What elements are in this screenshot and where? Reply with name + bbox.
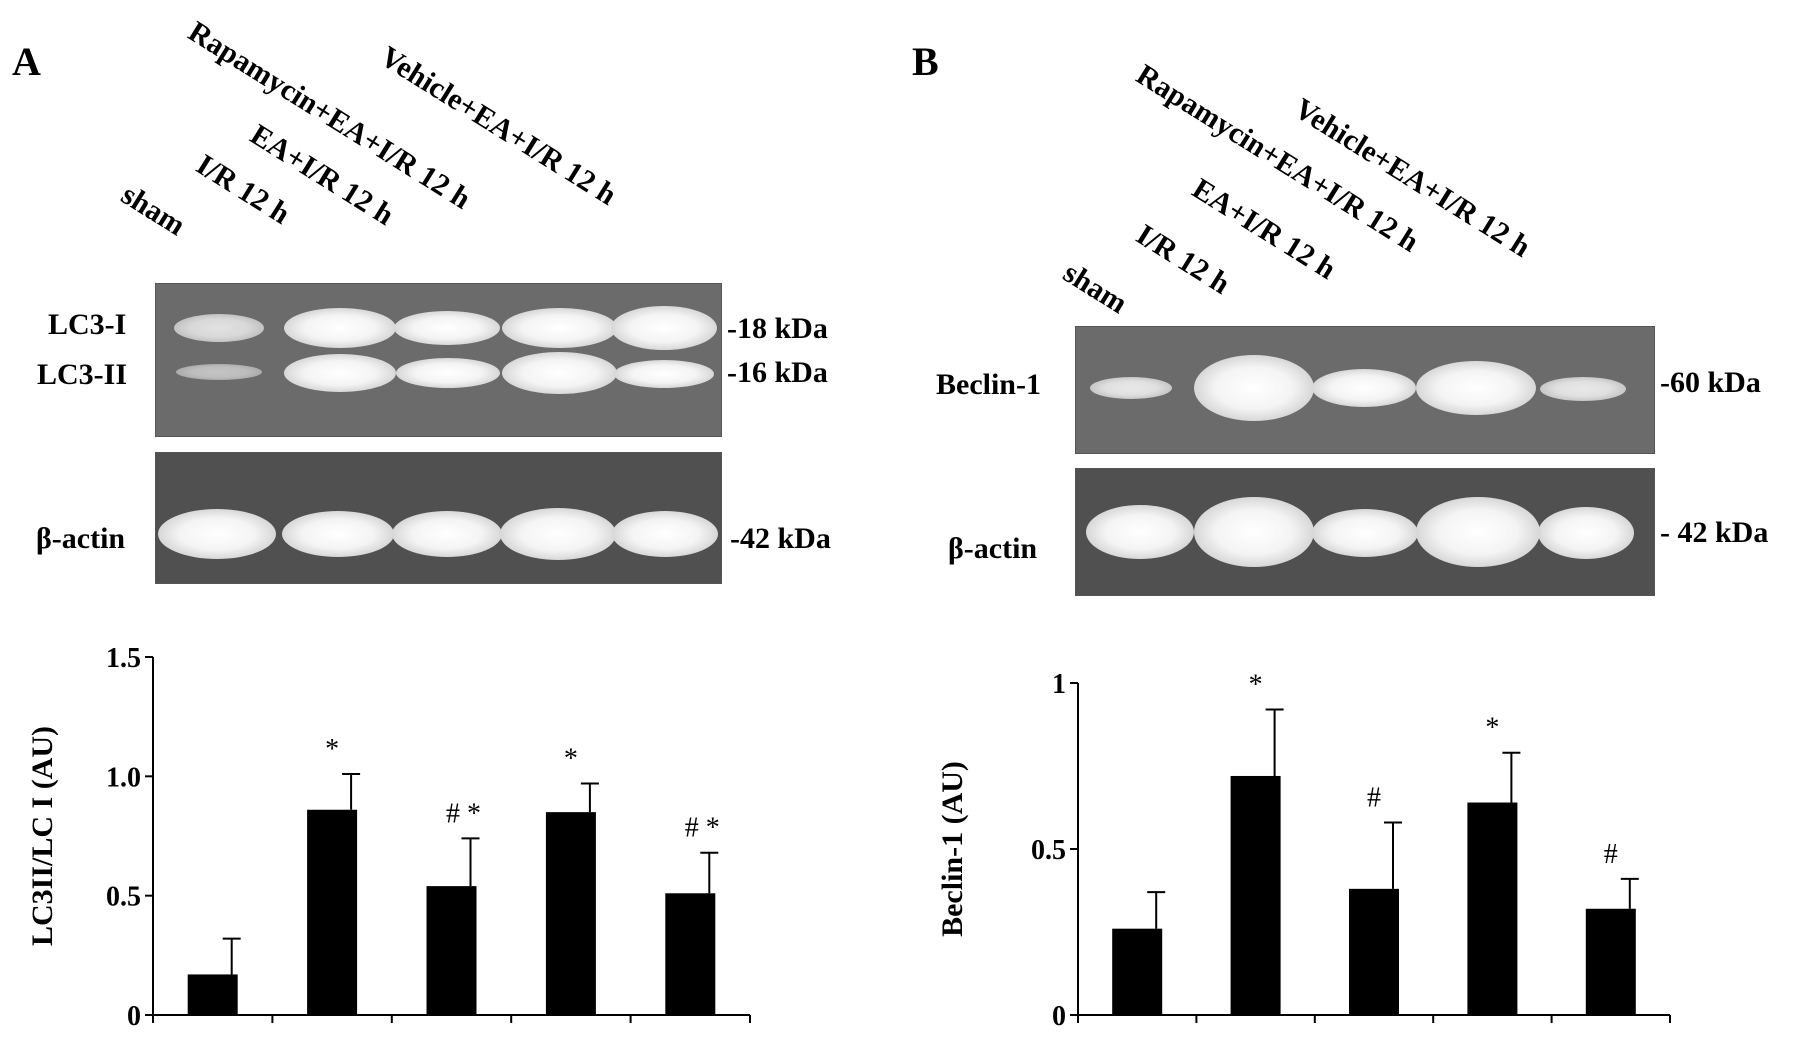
band-lc3ii-5 xyxy=(614,360,714,388)
label-actin-a: β-actin xyxy=(36,522,126,555)
blot-a-actin xyxy=(155,452,722,584)
band-actin-a-2 xyxy=(282,511,394,557)
chart-a-significance-mark: # * xyxy=(685,813,720,844)
kda-16: -16 kDa xyxy=(727,356,828,389)
chart-b-ytick-label: 0 xyxy=(1052,1001,1066,1032)
chart-a-significance-mark: * xyxy=(564,743,578,774)
band-lc3ii-2 xyxy=(284,354,396,392)
lane-label-b-sham: sham xyxy=(1057,256,1133,321)
chart-b-bar xyxy=(1230,775,1281,1015)
chart-a-bar xyxy=(187,974,238,1015)
chart-b-ylabel: Beclin-1 (AU) xyxy=(936,761,969,937)
band-actin-b-4 xyxy=(1416,497,1540,567)
chart-a-bar xyxy=(307,809,358,1015)
band-actin-b-3 xyxy=(1312,509,1418,557)
chart-b-significance-mark: # xyxy=(1367,782,1381,813)
blot-b-actin xyxy=(1075,468,1655,596)
chart-a-significance-mark: * xyxy=(325,734,339,765)
chart-a-bar xyxy=(665,893,716,1015)
chart-a-ytick-label: 1.5 xyxy=(106,643,141,674)
kda-42-a: -42 kDa xyxy=(730,522,831,555)
chart-b-significance-mark: * xyxy=(1249,670,1263,701)
label-lc3-ii: LC3-II xyxy=(37,358,128,391)
chart-b-layer: 0 0.5 1 * # * # Beclin-1 (AU) xyxy=(936,669,1671,1032)
chart-a-ytick-label: 0 xyxy=(127,1001,141,1032)
kda-60: -60 kDa xyxy=(1660,366,1761,399)
band-lc3i-1 xyxy=(174,314,264,342)
band-lc3i-2 xyxy=(284,308,396,348)
band-lc3ii-1 xyxy=(176,364,262,380)
label-beclin: Beclin-1 xyxy=(936,368,1041,401)
kda-18: -18 kDa xyxy=(727,312,828,345)
lane-label-b-ir: I/R 12 h xyxy=(1130,218,1236,301)
lane-label-a-sham: sham xyxy=(115,178,191,243)
blot-a-lc3 xyxy=(155,283,722,437)
chart-b-ytick-label: 1 xyxy=(1052,669,1066,700)
band-actin-a-4 xyxy=(500,508,616,560)
label-actin-b: β-actin xyxy=(948,532,1038,565)
kda-42-b: - 42 kDa xyxy=(1660,516,1769,549)
chart-b-bar xyxy=(1585,908,1636,1015)
chart-b-bar xyxy=(1112,928,1163,1015)
blot-b-beclin xyxy=(1075,326,1655,454)
band-beclin-3 xyxy=(1312,369,1416,407)
panel-a-letter: A xyxy=(12,39,41,84)
band-lc3ii-4 xyxy=(502,352,617,394)
band-beclin-2 xyxy=(1194,355,1314,421)
chart-a-bar xyxy=(545,812,596,1015)
band-lc3ii-3 xyxy=(396,358,500,388)
label-lc3-i: LC3-I xyxy=(48,308,127,341)
band-lc3i-5 xyxy=(611,306,717,350)
band-beclin-1 xyxy=(1090,377,1172,399)
chart-b-significance-mark: * xyxy=(1485,713,1499,744)
chart-b-bar xyxy=(1349,888,1399,1015)
band-actin-a-3 xyxy=(392,511,502,557)
chart-b-bar xyxy=(1467,802,1518,1015)
band-actin-a-1 xyxy=(158,509,276,559)
chart-a-ytick-label: 1.0 xyxy=(106,762,141,793)
chart-a-layer: 0 0.5 1.0 1.5 * # * * # * LC3II/LC I (AU) xyxy=(26,643,751,1032)
band-beclin-5 xyxy=(1540,377,1626,401)
chart-a-ylabel: LC3II/LC I (AU) xyxy=(26,726,59,946)
band-lc3i-3 xyxy=(394,311,500,345)
chart-a: 0 0.5 1.0 1.5 * # * * # * LC3II/LC I (AU) xyxy=(26,643,751,1032)
band-lc3i-4 xyxy=(502,308,617,348)
chart-b-significance-mark: # xyxy=(1604,839,1618,870)
panel-b-letter: B xyxy=(912,39,939,84)
band-actin-a-5 xyxy=(612,511,718,557)
chart-a-ytick-label: 0.5 xyxy=(106,882,141,913)
band-actin-b-2 xyxy=(1194,497,1314,567)
band-actin-b-5 xyxy=(1538,507,1634,559)
band-actin-b-1 xyxy=(1086,505,1194,559)
chart-b-ytick-label: 0.5 xyxy=(1031,835,1066,866)
chart-a-bar xyxy=(426,886,477,1015)
chart-b: 0 0.5 1 * # * # Beclin-1 (AU) xyxy=(936,669,1671,1032)
band-beclin-4 xyxy=(1416,361,1536,415)
chart-a-significance-mark: # * xyxy=(446,798,481,829)
